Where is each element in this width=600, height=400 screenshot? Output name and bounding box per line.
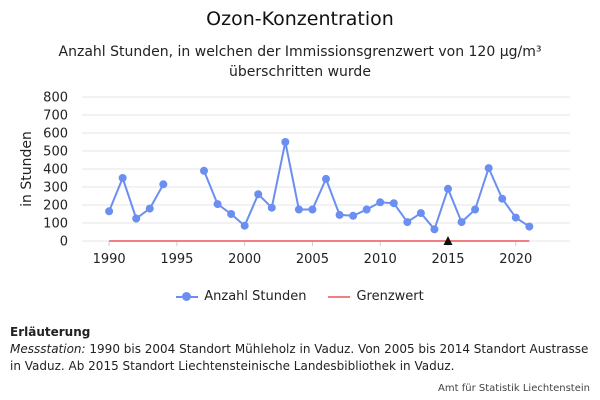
y-tick-label: 0 — [60, 235, 68, 250]
data-point — [362, 205, 371, 214]
legend-item-anzahl-stunden[interactable]: Anzahl Stunden — [176, 289, 306, 304]
x-tick-label: 2010 — [364, 252, 397, 267]
data-point — [267, 203, 276, 212]
legend: Anzahl Stunden Grenzwert — [0, 289, 600, 304]
y-tick-label: 800 — [43, 91, 68, 106]
chart-subtitle: Anzahl Stunden, in welchen der Immission… — [58, 44, 542, 80]
data-point — [403, 218, 412, 227]
legend-item-grenzwert[interactable]: Grenzwert — [328, 289, 424, 304]
data-point — [200, 166, 208, 175]
data-point — [254, 190, 263, 199]
y-tick-label: 100 — [43, 217, 68, 232]
y-tick-label: 400 — [43, 163, 68, 178]
x-tick-label: 1990 — [93, 252, 126, 267]
legend-label: Grenzwert — [356, 289, 424, 304]
data-point — [457, 218, 466, 227]
data-point — [376, 198, 385, 207]
x-tick-label: 2015 — [431, 252, 464, 267]
note-heading: Erläuterung — [10, 325, 91, 339]
x-tick-label: 2005 — [296, 252, 329, 267]
series-line-anzahl-stunden — [203, 141, 530, 231]
annotation-layer — [443, 236, 453, 245]
data-point — [498, 194, 507, 203]
data-point — [132, 214, 141, 223]
data-point — [484, 164, 493, 173]
legend-symbol-line-dot — [176, 291, 199, 303]
note-label: Messstation: — [10, 342, 86, 356]
x-tick-label: 1995 — [160, 252, 193, 267]
note-text: 1990 bis 2004 Standort Mühleholz in Vadu… — [10, 342, 589, 373]
y-axis-ticks: 0 100 200 300 400 500 600 700 800 — [43, 91, 68, 250]
data-point — [118, 174, 127, 182]
y-tick-label: 500 — [43, 145, 68, 160]
y-tick-label: 600 — [43, 127, 68, 142]
station-change-marker — [443, 236, 453, 245]
y-axis-label: in Stunden — [19, 131, 35, 207]
data-point — [349, 211, 358, 220]
y-tick-label: 700 — [43, 109, 68, 124]
legend-symbol-line — [328, 291, 351, 303]
y-tick-label: 200 — [43, 199, 68, 214]
data-point — [308, 205, 317, 214]
data-point — [105, 207, 114, 216]
data-point — [416, 209, 425, 218]
note-body: Messstation: 1990 bis 2004 Standort Mühl… — [10, 341, 590, 375]
data-point — [511, 213, 520, 222]
data-point — [227, 210, 236, 218]
data-point — [145, 204, 154, 213]
data-point — [335, 210, 344, 219]
data-point — [281, 138, 290, 146]
data-point — [213, 200, 222, 209]
data-point — [159, 180, 168, 189]
chart-title: Ozon-Konzentration — [206, 8, 394, 30]
data-point — [471, 205, 480, 214]
x-tick-label: 2000 — [228, 252, 261, 267]
data-point — [525, 222, 534, 231]
x-axis-ticks: 1990 1995 2000 2005 2010 2015 2020 — [93, 252, 533, 267]
data-point — [240, 221, 249, 230]
series-layer — [105, 138, 534, 242]
data-point — [444, 184, 452, 193]
legend-label: Anzahl Stunden — [204, 289, 307, 304]
grid-lines — [82, 96, 570, 246]
data-point — [294, 205, 303, 214]
data-point — [430, 225, 439, 234]
data-point — [389, 199, 398, 208]
y-tick-label: 300 — [43, 181, 68, 196]
x-tick-label: 2020 — [499, 252, 532, 267]
series-line-anzahl-stunden — [108, 177, 165, 220]
explanation-note: Erläuterung Messstation: 1990 bis 2004 S… — [10, 324, 590, 375]
source-credit: Amt für Statistik Liechtenstein — [438, 383, 590, 394]
data-point — [322, 174, 330, 183]
